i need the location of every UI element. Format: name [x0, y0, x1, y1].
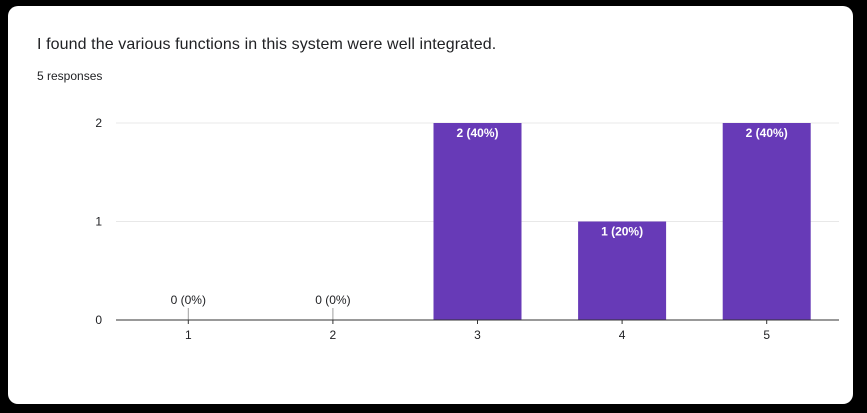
responses-bar-chart: 0 1 2 0 (0%) 1 0 (0%) 2 2 (40%) 3 1 (20%) 4 2 (40%)… [95, 116, 839, 342]
x-tick-label: 5 [763, 328, 770, 342]
bar [578, 221, 667, 320]
bar [722, 123, 811, 320]
y-tick-label: 1 [95, 215, 102, 229]
response-count: 5 responses [37, 69, 103, 83]
y-tick-label: 0 [95, 313, 102, 327]
bar-data-label: 1 (20%) [601, 225, 643, 239]
y-tick-label: 2 [95, 116, 102, 130]
x-tick-label: 2 [330, 328, 337, 342]
bar [433, 123, 522, 320]
question-card: I found the various functions in this sy… [8, 6, 853, 404]
x-tick-label: 1 [185, 328, 192, 342]
question-title: I found the various functions in this sy… [37, 36, 497, 53]
bar-data-label: 2 (40%) [456, 126, 498, 140]
bar-data-label: 0 (0%) [171, 293, 206, 307]
bar-data-label: 0 (0%) [315, 293, 350, 307]
x-tick-label: 3 [474, 328, 481, 342]
x-tick-label: 4 [619, 328, 626, 342]
bar-data-label: 2 (40%) [746, 126, 788, 140]
